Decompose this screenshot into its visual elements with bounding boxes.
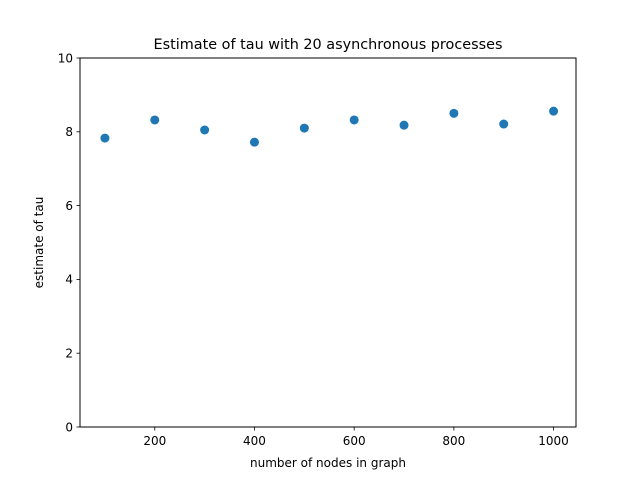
- data-point: [299, 123, 309, 133]
- x-axis-ticks: 200 400 600 800 1000: [143, 427, 569, 448]
- chart-title: Estimate of tau with 20 asynchronous pro…: [154, 37, 503, 53]
- y-tick-label: 4: [65, 273, 73, 287]
- x-tick-label: 1000: [538, 434, 569, 448]
- x-tick-label: 400: [243, 434, 266, 448]
- data-point: [399, 120, 409, 130]
- x-axis-label: number of nodes in graph: [250, 456, 406, 470]
- data-point: [200, 125, 210, 135]
- x-tick-label: 800: [442, 434, 465, 448]
- plot-area-frame: [79, 57, 577, 428]
- y-axis-label: estimate of tau: [32, 197, 46, 289]
- y-tick-label: 10: [58, 51, 73, 65]
- data-point: [249, 137, 259, 147]
- y-tick-label: 0: [65, 420, 73, 434]
- data-point: [449, 108, 459, 118]
- x-tick-label: 600: [343, 434, 366, 448]
- data-point: [349, 115, 359, 125]
- y-tick-label: 6: [65, 199, 73, 213]
- y-tick-label: 2: [65, 347, 73, 361]
- data-point: [549, 106, 559, 116]
- data-point: [150, 115, 160, 125]
- y-tick-label: 8: [65, 125, 73, 139]
- data-point: [499, 119, 509, 129]
- data-points: [100, 106, 559, 147]
- x-tick-label: 200: [143, 434, 166, 448]
- data-point: [100, 133, 110, 143]
- y-axis-ticks: 0 2 4 6 8 10: [58, 51, 80, 434]
